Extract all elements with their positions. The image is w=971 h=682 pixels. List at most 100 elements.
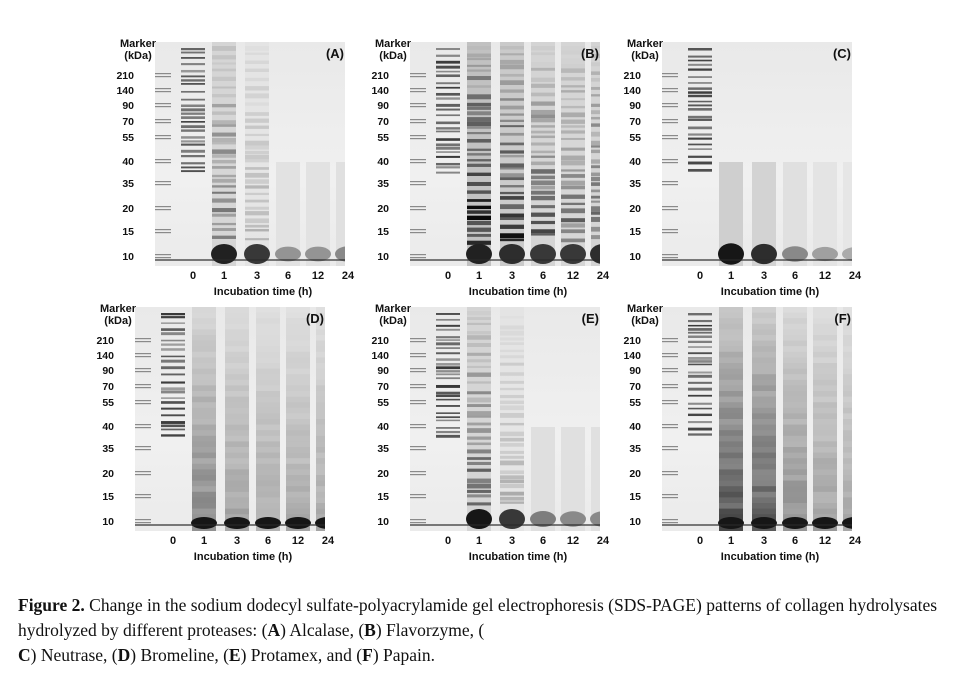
lane-label: 24 — [848, 270, 862, 282]
kda-tick-label: 15 — [629, 491, 641, 503]
kda-tick-label: 40 — [629, 156, 641, 168]
kda-tick-label: 20 — [629, 203, 641, 215]
caption-letter-f: F — [362, 645, 373, 665]
lane-label: 6 — [791, 270, 799, 282]
kda-tick-label: 10 — [377, 251, 389, 263]
kda-tick-label: 35 — [629, 443, 641, 455]
caption-letter-e: E — [228, 645, 241, 665]
kda-tick-label: 210 — [116, 70, 134, 82]
lane-label: 6 — [284, 270, 292, 282]
marker-title: Marker (kDa) — [627, 38, 664, 62]
lane-label: 1 — [475, 535, 483, 547]
lane-label: 0 — [169, 535, 177, 547]
figure-caption: Figure 2. Change in the sodium dodecyl s… — [18, 593, 958, 668]
kda-tick-label: 10 — [377, 516, 389, 528]
kda-tick-label: 210 — [623, 335, 641, 347]
panel-letter: (C) — [832, 46, 851, 61]
kda-tick-label: 10 — [102, 516, 114, 528]
marker-title: Marker (kDa) — [627, 303, 664, 327]
lane-label: 24 — [848, 535, 862, 547]
lane-label: 24 — [341, 270, 355, 282]
kda-tick-label: 70 — [629, 381, 641, 393]
kda-tick-label: 15 — [102, 491, 114, 503]
lane-label: 1 — [475, 270, 483, 282]
lane-label: 0 — [444, 535, 452, 547]
gel-image — [662, 307, 852, 531]
kda-tick-label: 140 — [96, 350, 114, 362]
gel-image — [410, 42, 600, 266]
kda-tick-label: 10 — [122, 251, 134, 263]
kda-tick-label: 35 — [122, 178, 134, 190]
kda-tick-label: 40 — [122, 156, 134, 168]
caption-label: Figure 2. — [18, 595, 85, 615]
lane-label: 6 — [791, 535, 799, 547]
kda-tick-label: 140 — [371, 350, 389, 362]
lane-label: 0 — [696, 270, 704, 282]
caption-text: ) Papain. — [372, 645, 436, 665]
kda-tick-label: 20 — [377, 468, 389, 480]
marker-title: Marker (kDa) — [375, 303, 412, 327]
caption-text: ) Neutrase, ( — [30, 645, 118, 665]
caption-letter-a: A — [267, 620, 281, 640]
lane-label: 12 — [291, 535, 305, 547]
lane-label: 6 — [539, 270, 547, 282]
kda-tick-label: 140 — [623, 350, 641, 362]
kda-tick-label: 70 — [102, 381, 114, 393]
kda-tick-label: 15 — [629, 226, 641, 238]
kda-tick-label: 35 — [377, 443, 389, 455]
kda-tick-label: 90 — [629, 100, 641, 112]
kda-tick-label: 10 — [629, 251, 641, 263]
kda-tick-label: 140 — [116, 85, 134, 97]
kda-tick-label: 40 — [629, 421, 641, 433]
kda-tick-label: 55 — [102, 397, 114, 409]
lane-label: 0 — [696, 535, 704, 547]
panel-letter: (E) — [581, 311, 599, 326]
kda-tick-label: 55 — [377, 132, 389, 144]
x-axis-title: Incubation time (h) — [720, 551, 820, 563]
lane-label: 12 — [566, 270, 580, 282]
kda-tick-label: 15 — [377, 226, 389, 238]
panel-letter: (A) — [325, 46, 344, 61]
lane-label: 12 — [566, 535, 580, 547]
kda-tick-label: 55 — [629, 132, 641, 144]
x-axis-title: Incubation time (h) — [720, 286, 820, 298]
caption-letter-c: C — [18, 645, 31, 665]
caption-text: ) Alcalase, ( — [280, 620, 365, 640]
caption-letter-d: D — [117, 645, 131, 665]
kda-tick-label: 40 — [377, 421, 389, 433]
marker-title: Marker (kDa) — [100, 303, 137, 327]
marker-title: Marker (kDa) — [120, 38, 157, 62]
kda-tick-label: 70 — [122, 116, 134, 128]
lane-label: 1 — [220, 270, 228, 282]
kda-tick-label: 40 — [102, 421, 114, 433]
panel-letter: (D) — [305, 311, 324, 326]
kda-tick-label: 210 — [96, 335, 114, 347]
gel-panel: Marker (kDa) 210 140 90 70 55 40 35 20 15 10 (E) 0 1 3 6… — [363, 303, 613, 563]
gel-panel: Marker (kDa) 210 140 90 70 55 40 35 20 15 10 (A) 0 1 3 6… — [108, 38, 358, 298]
lane-label: 3 — [760, 270, 768, 282]
lane-label: 24 — [596, 270, 610, 282]
caption-text: ) Flavorzyme, ( — [375, 620, 485, 640]
lane-label: 6 — [264, 535, 272, 547]
x-axis-title: Incubation time (h) — [468, 551, 568, 563]
gel-panel: Marker (kDa) 210 140 90 70 55 40 35 20 15 10 (F) 0 1 3 6… — [615, 303, 865, 563]
kda-tick-label: 90 — [377, 100, 389, 112]
gel-image — [155, 42, 345, 266]
kda-tick-label: 55 — [629, 397, 641, 409]
lane-label: 1 — [727, 270, 735, 282]
kda-tick-label: 90 — [102, 365, 114, 377]
gel-image — [410, 307, 600, 531]
x-axis-title: Incubation time (h) — [468, 286, 568, 298]
lane-label: 3 — [253, 270, 261, 282]
x-axis-title: Incubation time (h) — [213, 286, 313, 298]
panel-letter: (B) — [580, 46, 599, 61]
gel-panel: Marker (kDa) 210 140 90 70 55 40 35 20 15 10 (D) 0 1 3 6… — [88, 303, 338, 563]
gel-image — [135, 307, 325, 531]
kda-tick-label: 55 — [377, 397, 389, 409]
gel-panel: Marker (kDa) 210 140 90 70 55 40 35 20 15 10 (C) 0 1 3 6… — [615, 38, 865, 298]
kda-tick-label: 55 — [122, 132, 134, 144]
kda-tick-label: 140 — [371, 85, 389, 97]
lane-label: 3 — [508, 535, 516, 547]
kda-tick-label: 90 — [377, 365, 389, 377]
kda-tick-label: 20 — [377, 203, 389, 215]
